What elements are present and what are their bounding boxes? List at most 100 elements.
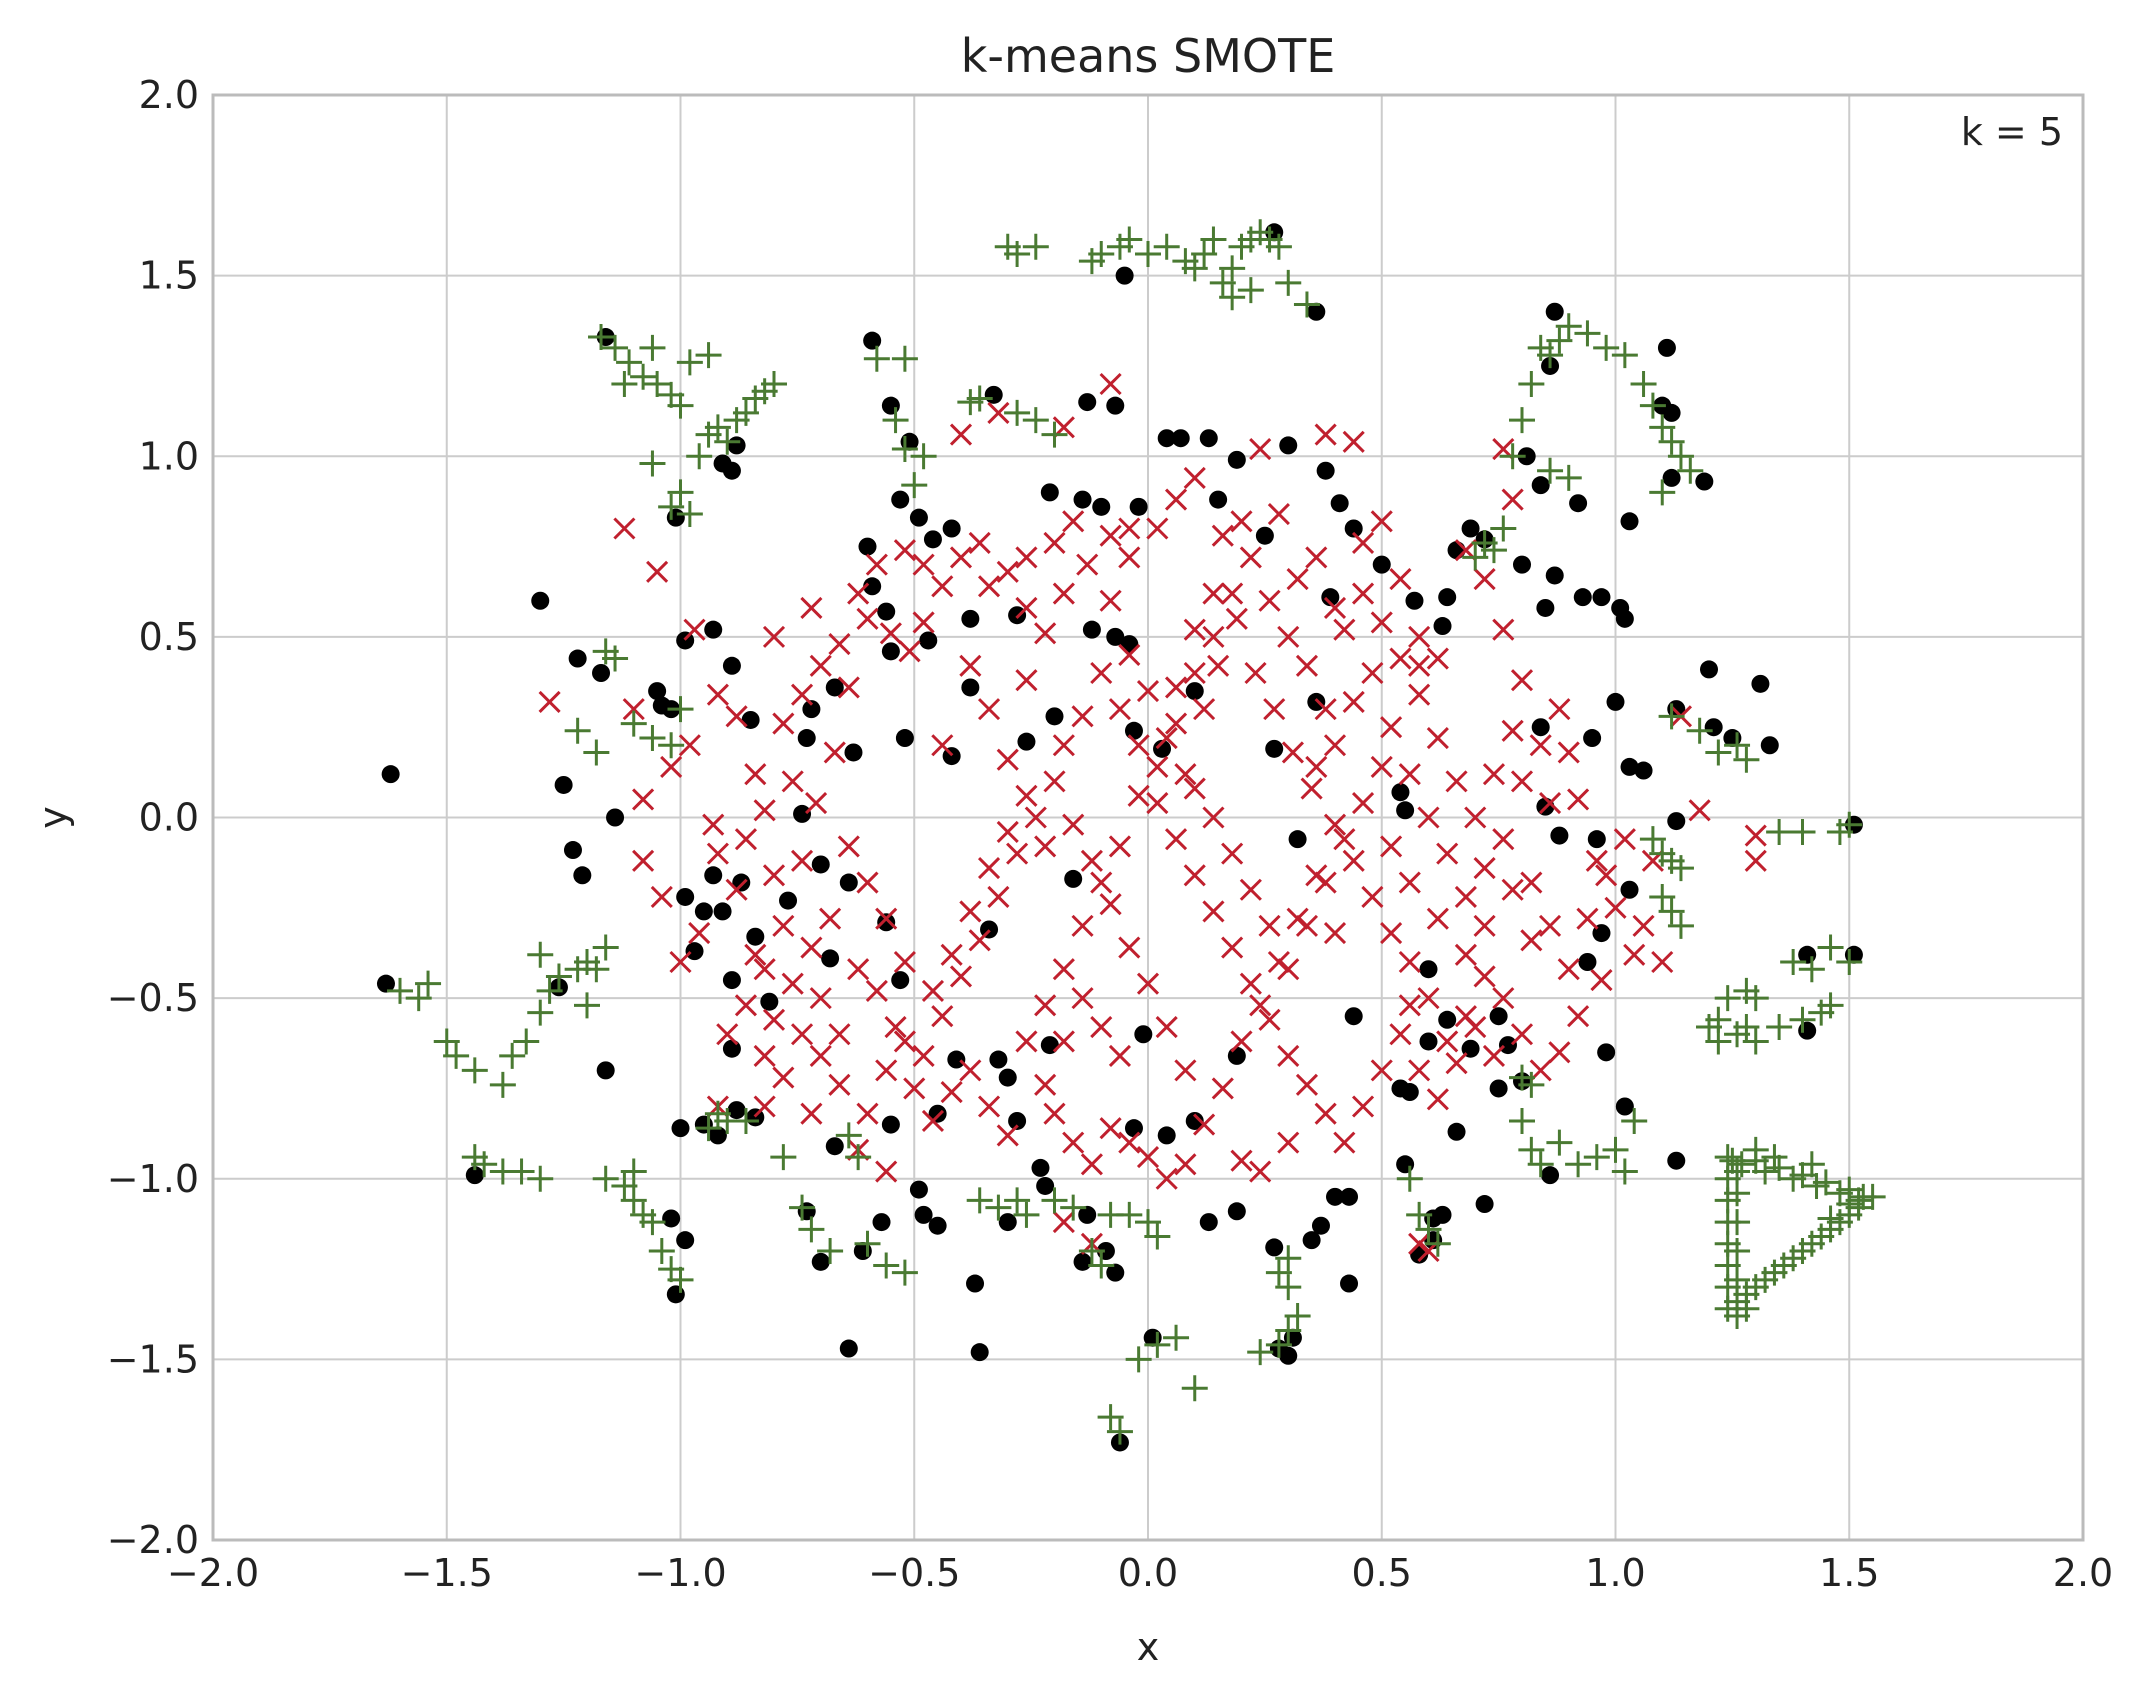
data-point-x [1277, 1131, 1300, 1154]
data-point-x [1361, 661, 1384, 685]
data-point-x [977, 698, 1001, 721]
data-point-plus [1565, 1151, 1592, 1178]
data-point-plus [1518, 1071, 1545, 1098]
data-point-x [1225, 607, 1248, 630]
data-point-plus [817, 1238, 844, 1264]
data-point-plus [602, 645, 629, 672]
data-point-x [1221, 582, 1244, 605]
data-point-plus [1798, 956, 1825, 983]
data-point-x [1426, 647, 1449, 670]
data-point-x [1398, 763, 1421, 786]
data-point-dot [1536, 598, 1555, 617]
data-point-x [1370, 1059, 1393, 1082]
data-point-plus [676, 501, 703, 528]
data-point-plus [1396, 1165, 1423, 1192]
data-point-dot [1326, 1187, 1344, 1206]
data-point-plus [676, 349, 703, 376]
data-point-plus [1275, 269, 1302, 296]
data-point-x [1118, 517, 1141, 540]
data-point-plus [1817, 992, 1844, 1019]
data-point-dot [961, 678, 980, 697]
data-point-x [875, 907, 898, 930]
data-point-x [1193, 698, 1216, 721]
data-point-dot [891, 971, 910, 990]
data-point-plus [658, 732, 685, 759]
data-point-plus [611, 371, 638, 397]
data-point-dot [1545, 566, 1564, 585]
data-point-plus [667, 1266, 694, 1293]
data-point-x [1239, 546, 1262, 569]
data-point-x [660, 755, 683, 778]
data-point-x [1492, 987, 1515, 1010]
data-point-x [819, 907, 842, 930]
data-point-plus [527, 941, 554, 968]
data-point-plus [1181, 255, 1208, 282]
data-point-x [1323, 813, 1347, 836]
data-point-dot [1017, 732, 1036, 751]
data-point-x [1034, 622, 1057, 645]
data-point-plus [1209, 269, 1236, 296]
data-point-x [1370, 755, 1393, 778]
data-point-x [1557, 741, 1580, 764]
data-point-dot [1185, 682, 1204, 701]
data-point-x [828, 1023, 851, 1046]
data-point-plus [1724, 1303, 1751, 1330]
x-tick-label: 1.0 [1585, 1551, 1645, 1595]
x-tick-label: −1.5 [401, 1551, 493, 1595]
data-point-x [1585, 849, 1608, 872]
data-point-x [1249, 994, 1272, 1017]
data-point-plus [1658, 703, 1685, 730]
data-point-dot [797, 729, 816, 748]
data-point-plus [1088, 240, 1115, 267]
data-point-plus [527, 999, 554, 1026]
data-point-x [977, 857, 1001, 880]
data-point-dot [919, 631, 938, 650]
data-point-dot [1489, 1079, 1508, 1098]
data-point-x [865, 553, 888, 576]
data-point-plus [891, 1259, 918, 1286]
data-point-x [1613, 828, 1636, 851]
data-point-dot [1489, 1007, 1508, 1026]
data-point-x [1183, 618, 1206, 641]
data-point-x [1015, 784, 1038, 807]
data-point-x [1202, 625, 1225, 648]
data-point-plus [1752, 1158, 1779, 1185]
data-point-plus [611, 1172, 638, 1199]
data-point-plus [854, 1230, 881, 1257]
data-point-plus [1658, 898, 1685, 925]
data-point-plus [1649, 479, 1676, 506]
data-point-plus [1527, 1151, 1554, 1178]
data-point-dot [877, 913, 896, 932]
data-point-plus [1714, 1144, 1741, 1171]
data-point-plus [770, 1144, 797, 1171]
data-point-dot [858, 537, 877, 556]
data-point-x [1604, 896, 1627, 919]
data-point-x [1277, 625, 1300, 648]
data-point-x [1380, 716, 1403, 739]
data-point-x [734, 994, 758, 1017]
data-point-dot [1078, 1205, 1097, 1224]
data-point-plus [1724, 1266, 1751, 1293]
data-point-x [1398, 950, 1421, 974]
data-point-x [987, 401, 1010, 424]
data-point-dot [909, 1180, 928, 1199]
data-point-plus [1836, 1191, 1863, 1218]
data-point-plus [1004, 240, 1031, 267]
data-point-x [1445, 770, 1468, 793]
data-point-dot [746, 927, 765, 946]
data-point-plus [1509, 407, 1535, 434]
data-point-x [1155, 726, 1178, 750]
data-point-dot [877, 602, 896, 621]
data-point-dot [727, 436, 746, 455]
data-point-x [753, 1095, 776, 1118]
data-point-x [996, 748, 1019, 771]
data-point-x [1408, 654, 1431, 677]
data-point-plus [1265, 233, 1292, 260]
data-point-plus [835, 1122, 862, 1149]
data-point-plus [588, 324, 615, 351]
data-point-x [1043, 1102, 1066, 1125]
data-point-dot [793, 804, 812, 823]
data-point-plus [1106, 1418, 1133, 1445]
data-point-x [1034, 835, 1057, 858]
data-point-x [1118, 643, 1141, 666]
